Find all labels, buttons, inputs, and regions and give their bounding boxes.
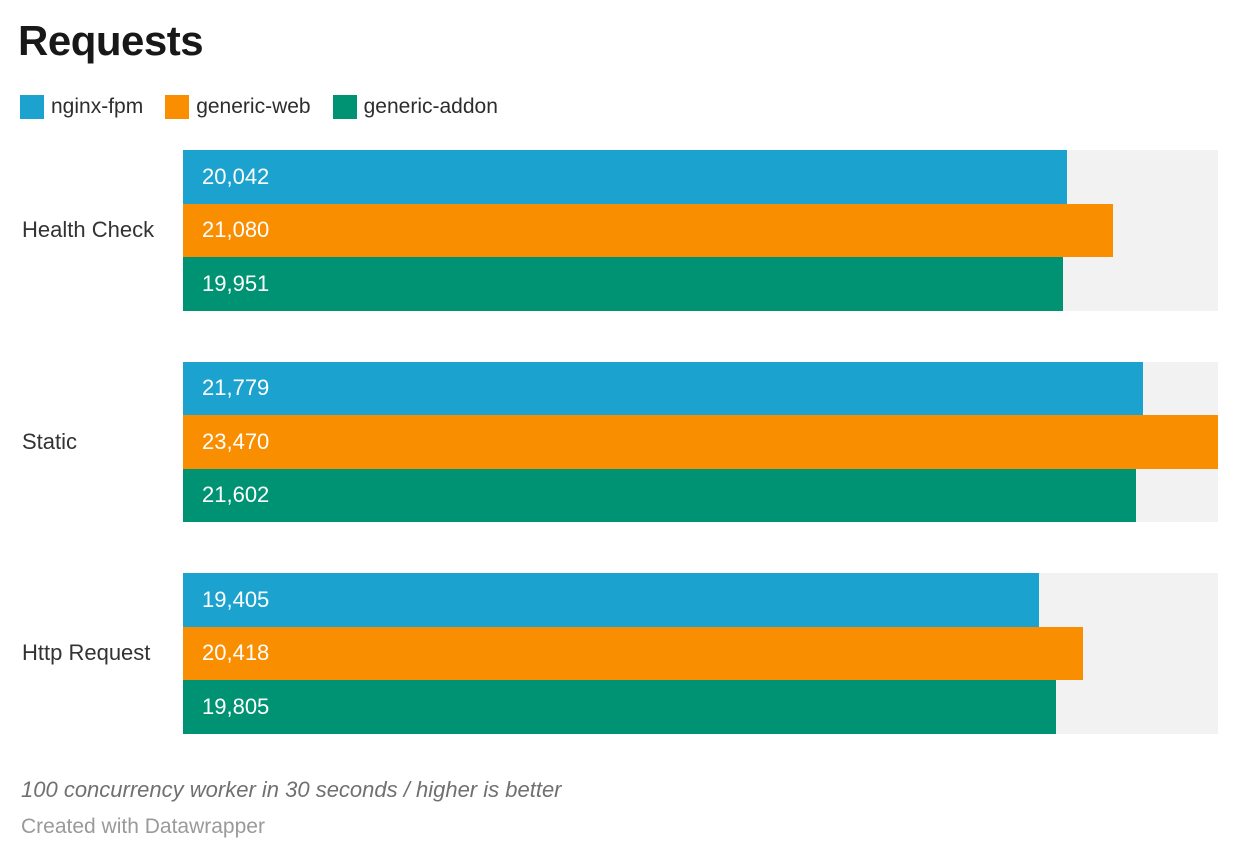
bar: 19,805 xyxy=(183,680,1057,734)
bar: 21,602 xyxy=(183,468,1136,522)
bar-value-label: 23,470 xyxy=(202,428,270,454)
bar-value-label: 20,042 xyxy=(202,163,270,189)
bar-value-label: 20,418 xyxy=(202,640,270,666)
legend-item: generic-web xyxy=(165,95,311,119)
bar: 23,470 xyxy=(183,415,1218,469)
bar: 19,405 xyxy=(183,573,1039,627)
legend-item: generic-addon xyxy=(332,95,498,119)
bar: 19,951 xyxy=(183,257,1063,311)
bar-track: 21,779 23,470 21,602 xyxy=(183,361,1218,522)
category-label: Static xyxy=(22,428,78,454)
legend-item-label: generic-web xyxy=(196,95,311,118)
legend-swatch-square-icon xyxy=(20,95,44,119)
bar: 20,042 xyxy=(183,150,1067,204)
bar-value-label: 21,779 xyxy=(202,375,270,401)
bar: 21,080 xyxy=(183,203,1113,257)
bar-track: 20,042 21,080 19,951 xyxy=(183,150,1218,311)
bar-chart: Health Check 20,042 21,080 19,951 Static 21,7… xyxy=(0,150,1218,734)
legend-item: nginx-fpm xyxy=(20,95,143,119)
legend-item-label: generic-addon xyxy=(363,95,498,118)
legend-swatch-square-icon xyxy=(165,95,190,119)
bar-value-label: 19,805 xyxy=(202,693,270,719)
legend-item-label: nginx-fpm xyxy=(51,95,144,118)
bar-value-label: 21,080 xyxy=(202,217,270,243)
bar-value-label: 21,602 xyxy=(202,482,270,508)
bar-value-label: 19,405 xyxy=(202,586,270,612)
bar-group: Health Check 20,042 21,080 19,951 xyxy=(0,150,1218,311)
bar: 21,779 xyxy=(183,361,1144,415)
legend: nginx-fpm generic-web generic-addon xyxy=(20,95,498,119)
bar: 20,418 xyxy=(183,626,1084,680)
bar-value-label: 19,951 xyxy=(202,270,270,296)
bar-group: Http Request 19,405 20,418 19,805 xyxy=(0,573,1218,734)
bar-group: Static 21,779 23,470 21,602 xyxy=(0,361,1218,522)
datawrapper-attribution-link[interactable]: Created with Datawrapper xyxy=(21,815,265,838)
footer-note: 100 concurrency worker in 30 seconds / h… xyxy=(21,777,562,802)
category-label: Health Check xyxy=(22,217,155,243)
bar-track: 19,405 20,418 19,805 xyxy=(183,573,1218,734)
legend-swatch-square-icon xyxy=(332,95,357,119)
category-label: Http Request xyxy=(22,640,151,666)
chart-title: Requests xyxy=(18,17,204,64)
